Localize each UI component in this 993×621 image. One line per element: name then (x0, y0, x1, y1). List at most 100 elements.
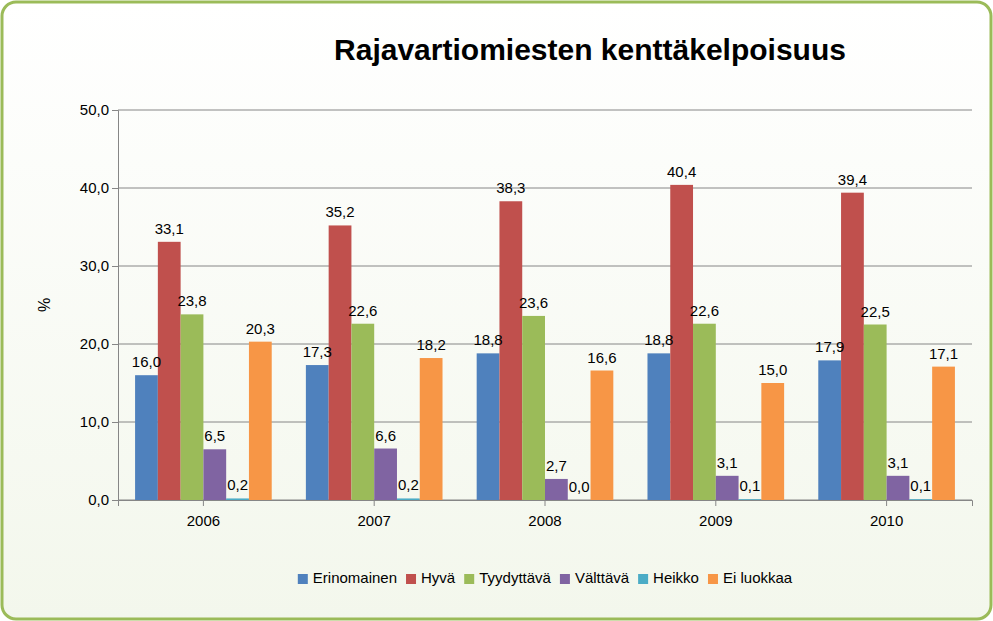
legend-item: Hyvä (406, 569, 456, 586)
x-tick-label: 2009 (699, 512, 732, 529)
x-tick-label: 2007 (358, 512, 391, 529)
y-tick-mark (112, 344, 118, 345)
x-tick-mark (886, 500, 887, 506)
y-tick-mark (112, 266, 118, 267)
data-label: 17,9 (815, 338, 844, 355)
x-tick: 2010 (870, 500, 903, 529)
data-label: 23,6 (519, 294, 548, 311)
bar (716, 476, 739, 500)
chart: 0,0 10,0 20,0 30,0 40,0 50,0 2006 2007 2008 2009 2… (0, 0, 993, 621)
bar (499, 201, 522, 500)
x-tick-mark (545, 500, 546, 506)
bar (591, 371, 614, 500)
data-label: 18,8 (473, 331, 502, 348)
data-label: 0,0 (569, 478, 590, 495)
bar (545, 479, 568, 500)
x-tick: 2006 (187, 500, 220, 529)
data-label: 0,2 (398, 476, 419, 493)
y-axis-line (112, 111, 119, 501)
x-tick-label: 2010 (870, 512, 903, 529)
data-label: 22,5 (861, 303, 890, 320)
y-tick-mark (112, 188, 118, 189)
y-tick: 30,0 (80, 257, 118, 274)
y-tick-mark (112, 422, 118, 423)
bar (909, 499, 932, 500)
y-tick-label: 20,0 (80, 335, 109, 352)
data-label: 2,7 (546, 457, 567, 474)
data-label: 0,1 (910, 477, 931, 494)
y-tick-label: 50,0 (80, 101, 109, 118)
data-label: 40,4 (667, 163, 696, 180)
y-tick: 0,0 (88, 491, 118, 508)
data-label: 17,1 (929, 345, 958, 362)
bar (670, 185, 693, 500)
data-label: 0,2 (227, 476, 248, 493)
bar (226, 498, 249, 500)
legend-swatch (464, 574, 474, 584)
x-tick: 2007 (358, 500, 391, 529)
data-label: 16,6 (587, 349, 616, 366)
y-tick: 10,0 (80, 413, 118, 430)
bar (932, 367, 955, 500)
bar (306, 365, 329, 500)
bar (568, 500, 591, 501)
data-label: 22,6 (348, 302, 377, 319)
y-tick-label: 30,0 (80, 257, 109, 274)
y-axis: 0,0 10,0 20,0 30,0 40,0 50,0 (80, 101, 119, 508)
grid-line (118, 110, 972, 111)
bar (693, 324, 716, 500)
bar (249, 342, 272, 500)
bar (887, 476, 910, 500)
legend-item: Välttävä (560, 569, 630, 586)
legend-item: Ei luokkaa (708, 569, 793, 586)
bar (818, 360, 841, 500)
legend-label: Välttävä (575, 569, 630, 586)
bar (329, 225, 352, 500)
legend-label: Tyydyttävä (479, 569, 551, 586)
x-tick-mark (715, 500, 716, 506)
legend-item: Erinomainen (298, 569, 397, 586)
bar (374, 449, 397, 500)
data-label: 20,3 (246, 320, 275, 337)
data-label: 38,3 (496, 179, 525, 196)
data-label: 0,1 (740, 477, 761, 494)
bar (420, 358, 443, 500)
data-label: 18,2 (417, 336, 446, 353)
bar (647, 353, 670, 500)
data-label: 15,0 (758, 361, 787, 378)
x-tick-label: 2006 (187, 512, 220, 529)
legend-label: Ei luokkaa (723, 569, 793, 586)
y-tick-mark (112, 500, 118, 501)
x-tick-mark (374, 500, 375, 506)
x-tick: 2008 (528, 500, 561, 529)
x-axis-line (119, 501, 973, 507)
x-tick-mark (203, 500, 204, 506)
y-tick: 40,0 (80, 179, 118, 196)
y-tick-label: 10,0 (80, 413, 109, 430)
legend-swatch (406, 574, 416, 584)
bar (351, 324, 374, 500)
bars (135, 185, 955, 500)
y-tick: 20,0 (80, 335, 118, 352)
data-label: 3,1 (717, 454, 738, 471)
data-label: 18,8 (644, 331, 673, 348)
legend-swatch (560, 574, 570, 584)
data-label: 16,0 (132, 353, 161, 370)
bar (397, 498, 420, 500)
bar (135, 375, 158, 500)
legend-swatch (638, 574, 648, 584)
bar (864, 325, 887, 501)
data-label: 33,1 (155, 220, 184, 237)
data-label: 17,3 (303, 343, 332, 360)
bar (203, 449, 226, 500)
data-label: 35,2 (325, 203, 354, 220)
background (2, 2, 991, 619)
grid (118, 110, 972, 500)
data-label: 6,5 (204, 427, 225, 444)
legend-swatch (708, 574, 718, 584)
data-label: 39,4 (838, 171, 867, 188)
y-tick-mark (112, 110, 118, 111)
x-tick: 2009 (699, 500, 732, 529)
legend-item: Heikko (638, 569, 699, 586)
y-tick: 50,0 (80, 101, 118, 118)
